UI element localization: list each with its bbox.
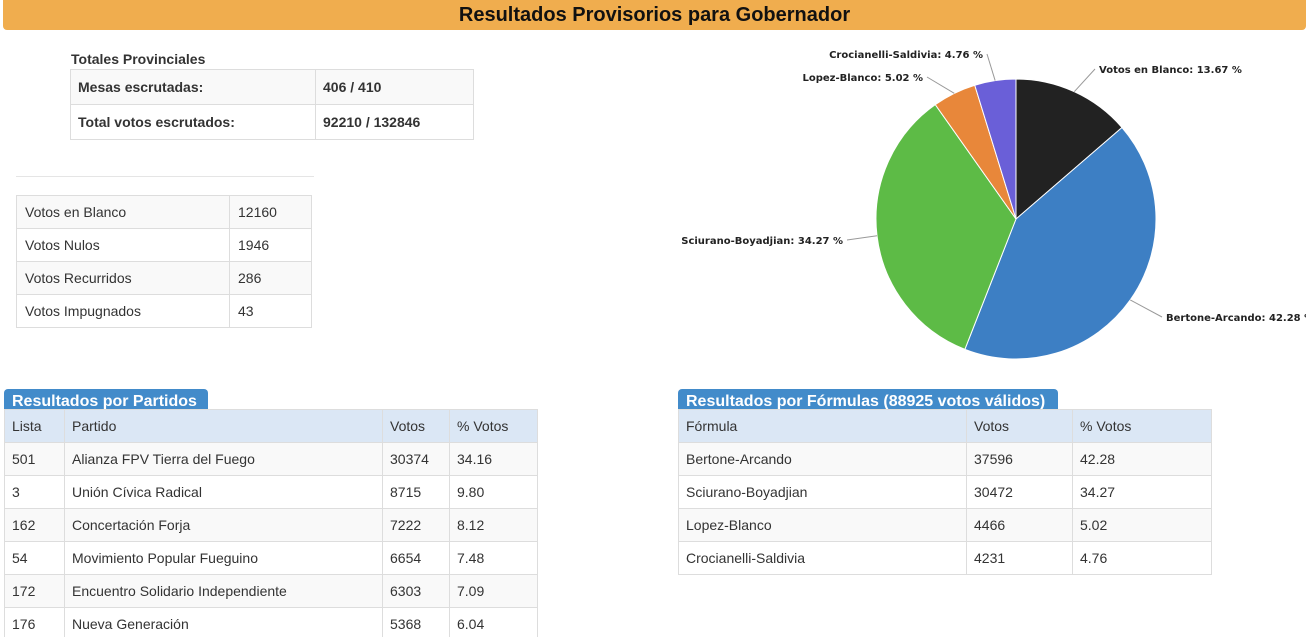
- table-cell: 3: [4, 475, 65, 509]
- divider: [16, 176, 314, 177]
- formulas-table: Fórmula Votos % Votos Bertone-Arcando 37…: [678, 409, 1212, 575]
- column-header: % Votos: [1072, 409, 1212, 443]
- table-cell: 6654: [382, 541, 450, 575]
- pie-label-bertone-arcando: Bertone-Arcando: 42.28 %: [1166, 313, 1306, 324]
- table-cell: 1946: [229, 228, 312, 262]
- table-cell: Bertone-Arcando: [678, 442, 967, 476]
- table-cell: Encuentro Solidario Independiente: [64, 574, 383, 608]
- table-cell: Crocianelli-Saldivia: [678, 541, 967, 575]
- column-header: Votos: [382, 409, 450, 443]
- table-cell: 9.80: [449, 475, 538, 509]
- page-header: Resultados Provisorios para Gobernador: [3, 0, 1306, 30]
- table-cell: 34.27: [1072, 475, 1212, 509]
- table-cell: 501: [4, 442, 65, 476]
- table-row: 501 Alianza FPV Tierra del Fuego 30374 3…: [4, 442, 538, 476]
- table-cell: Total votos escrutados:: [70, 104, 316, 140]
- pie-connector-line: [1073, 68, 1096, 93]
- table-row: 3 Unión Cívica Radical 8715 9.80: [4, 475, 538, 509]
- totales-label: Totales Provinciales: [71, 51, 206, 67]
- pie-connector-line: [846, 235, 878, 241]
- table-row: Sciurano-Boyadjian 30472 34.27: [678, 475, 1212, 509]
- table-cell: 42.28: [1072, 442, 1212, 476]
- table-cell: Alianza FPV Tierra del Fuego: [64, 442, 383, 476]
- table-cell: Lopez-Blanco: [678, 508, 967, 542]
- table-cell: 7.09: [449, 574, 538, 608]
- pie-connector-line: [926, 76, 955, 94]
- table-cell: Mesas escrutadas:: [70, 69, 316, 105]
- table-cell: 176: [4, 607, 65, 637]
- pie-label-crocianelli-saldivia: Crocianelli-Saldivia: 4.76 %: [829, 50, 983, 61]
- pie-slice-crocianelli-saldivia[interactable]: [974, 78, 1017, 220]
- table-row: Lopez-Blanco 4466 5.02: [678, 508, 1212, 542]
- table-cell: 54: [4, 541, 65, 575]
- table-cell: 6303: [382, 574, 450, 608]
- pie-slice-bertone-arcando[interactable]: [964, 126, 1157, 360]
- table-cell: 12160: [229, 195, 312, 229]
- table-row: Crocianelli-Saldivia 4231 4.76: [678, 541, 1212, 575]
- column-header: Partido: [64, 409, 383, 443]
- table-row: Votos Nulos 1946: [16, 228, 312, 262]
- table-row: Votos Impugnados 43: [16, 294, 312, 328]
- totales-table: Mesas escrutadas: 406 / 410 Total votos …: [70, 69, 474, 140]
- pie-label-blanco: Votos en Blanco: 13.67 %: [1099, 65, 1242, 76]
- page-title: Resultados Provisorios para Gobernador: [458, 3, 851, 26]
- table-row: Total votos escrutados: 92210 / 132846: [70, 104, 474, 140]
- table-cell: 8.12: [449, 508, 538, 542]
- pie-chart: Votos en Blanco: 13.67 % Bertone-Arcando:…: [681, 50, 1306, 360]
- column-header: Votos: [966, 409, 1073, 443]
- table-header-row: Lista Partido Votos % Votos: [4, 409, 538, 443]
- table-cell: 7.48: [449, 541, 538, 575]
- table-row: Votos en Blanco 12160: [16, 195, 312, 229]
- table-cell: 6.04: [449, 607, 538, 637]
- table-cell: 43: [229, 294, 312, 328]
- table-cell: Votos Impugnados: [16, 294, 230, 328]
- table-cell: 406 / 410: [315, 69, 474, 105]
- table-cell: 34.16: [449, 442, 538, 476]
- table-cell: 4231: [966, 541, 1073, 575]
- table-row: 176 Nueva Generación 5368 6.04: [4, 607, 538, 637]
- pie-slice-sciurano-boyadjian[interactable]: [875, 103, 1017, 350]
- votos-table: Votos en Blanco 12160 Votos Nulos 1946 V…: [16, 195, 312, 328]
- column-header: Fórmula: [678, 409, 967, 443]
- table-cell: Votos Recurridos: [16, 261, 230, 295]
- pie-connector-line: [1130, 299, 1163, 318]
- table-cell: Movimiento Popular Fueguino: [64, 541, 383, 575]
- table-header-row: Fórmula Votos % Votos: [678, 409, 1212, 443]
- table-row: 54 Movimiento Popular Fueguino 6654 7.48: [4, 541, 538, 575]
- table-cell: 30374: [382, 442, 450, 476]
- table-cell: 37596: [966, 442, 1073, 476]
- table-cell: 172: [4, 574, 65, 608]
- column-header: % Votos: [449, 409, 538, 443]
- table-cell: Votos Nulos: [16, 228, 230, 262]
- table-row: Votos Recurridos 286: [16, 261, 312, 295]
- table-row: Bertone-Arcando 37596 42.28: [678, 442, 1212, 476]
- table-cell: 5368: [382, 607, 450, 637]
- partidos-table: Lista Partido Votos % Votos 501 Alianza …: [4, 409, 538, 637]
- table-cell: 8715: [382, 475, 450, 509]
- column-header: Lista: [4, 409, 65, 443]
- table-cell: 30472: [966, 475, 1073, 509]
- table-row: Mesas escrutadas: 406 / 410: [70, 69, 474, 105]
- table-cell: 7222: [382, 508, 450, 542]
- table-cell: Sciurano-Boyadjian: [678, 475, 967, 509]
- table-cell: 286: [229, 261, 312, 295]
- table-cell: 92210 / 132846: [315, 104, 474, 140]
- table-cell: 4466: [966, 508, 1073, 542]
- table-cell: Nueva Generación: [64, 607, 383, 637]
- table-cell: 162: [4, 508, 65, 542]
- table-cell: 4.76: [1072, 541, 1212, 575]
- pie-slice-blanco[interactable]: [1015, 78, 1123, 221]
- table-cell: Votos en Blanco: [16, 195, 230, 229]
- pie-label-lopez-blanco: Lopez-Blanco: 5.02 %: [802, 73, 923, 84]
- pie-label-sciurano-boyadjian: Sciurano-Boyadjian: 34.27 %: [681, 236, 843, 247]
- table-row: 162 Concertación Forja 7222 8.12: [4, 508, 538, 542]
- pie-connector-line: [986, 53, 996, 81]
- table-cell: Concertación Forja: [64, 508, 383, 542]
- table-row: 172 Encuentro Solidario Independiente 63…: [4, 574, 538, 608]
- table-cell: Unión Cívica Radical: [64, 475, 383, 509]
- table-cell: 5.02: [1072, 508, 1212, 542]
